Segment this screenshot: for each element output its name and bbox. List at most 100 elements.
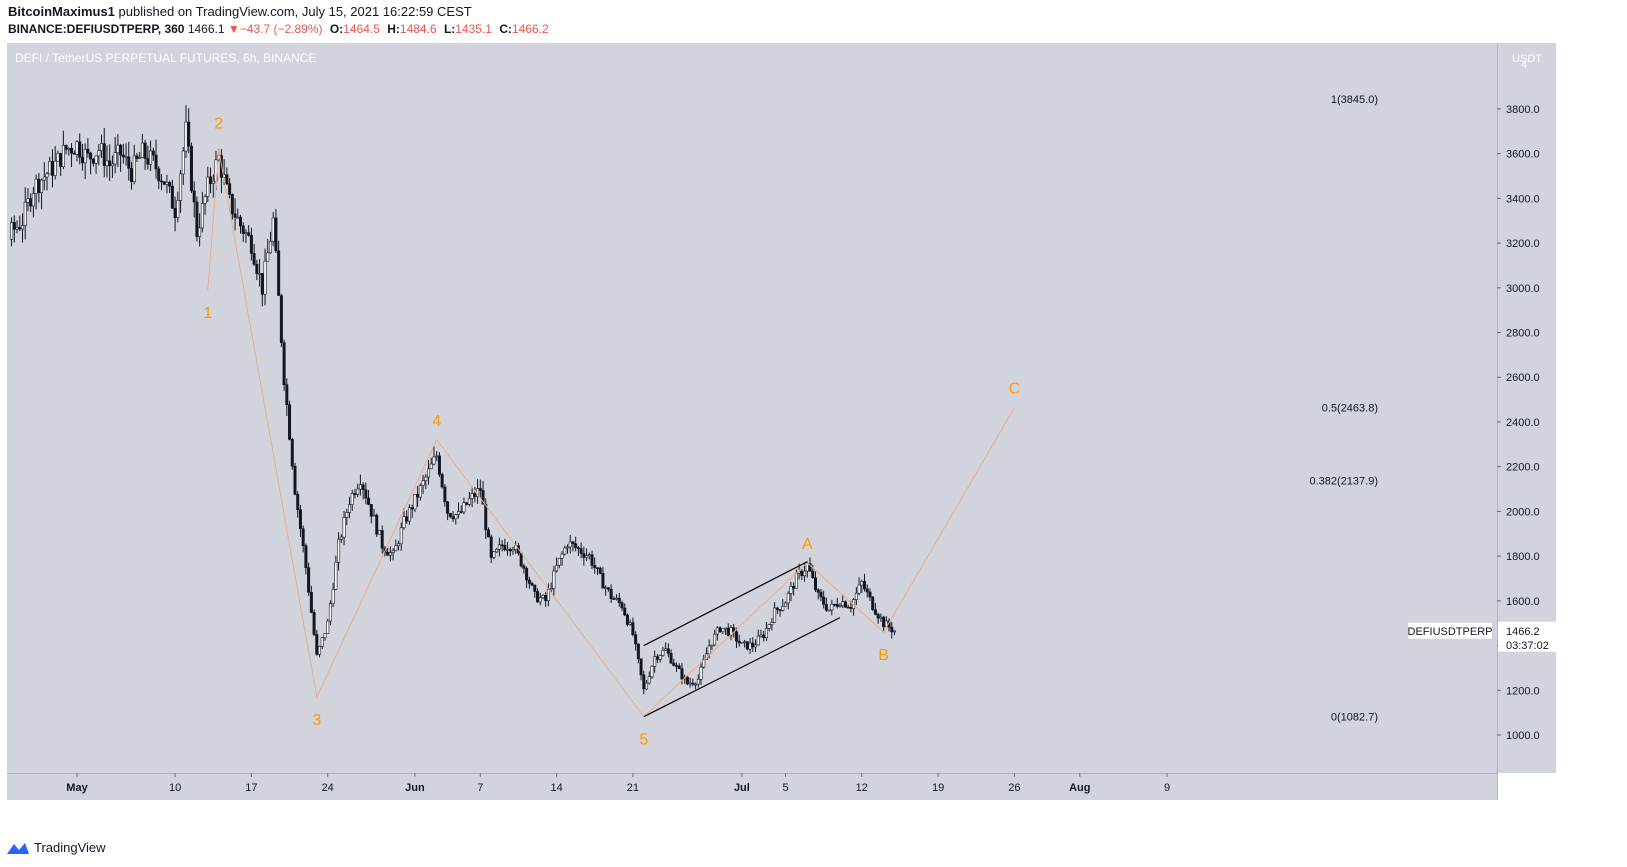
candle-body: [568, 541, 572, 548]
candle-body: [432, 456, 436, 465]
candle-body: [301, 528, 305, 546]
candle-body: [228, 183, 232, 195]
candle-body: [350, 493, 354, 505]
candle-body: [225, 174, 229, 184]
candle-body: [70, 148, 74, 154]
candle-body: [203, 196, 207, 204]
candle-body: [239, 216, 243, 227]
candle-body: [80, 156, 84, 164]
candle-body: [15, 227, 19, 230]
candle-body: [388, 552, 392, 556]
candle-body: [130, 168, 134, 182]
candle-body: [873, 609, 877, 615]
candle-body: [506, 549, 510, 551]
candle-body: [230, 194, 234, 215]
candle-body: [124, 156, 128, 159]
candle-body: [530, 583, 534, 586]
candle-body: [560, 553, 564, 559]
symbol-tag-bg: [1408, 622, 1492, 639]
candle-body: [407, 507, 411, 522]
candle-body: [713, 633, 717, 646]
candle-body: [696, 678, 700, 685]
candle-body: [647, 676, 651, 684]
candle-body: [536, 591, 540, 603]
candle-body: [715, 627, 719, 635]
candle-body: [143, 142, 147, 159]
candle-body: [361, 484, 365, 490]
candle-body: [195, 201, 199, 237]
candle-body: [860, 581, 864, 586]
y-tick-label: 2400.0: [1506, 417, 1540, 429]
candle-body: [849, 607, 853, 609]
candle-body: [241, 225, 245, 234]
candle-body: [454, 514, 458, 520]
candle-body: [552, 570, 556, 589]
candle-body: [743, 641, 747, 643]
candle-body: [233, 213, 237, 218]
candle-body: [595, 567, 599, 569]
candle-body: [37, 178, 41, 193]
candle-body: [282, 342, 286, 385]
candle-body: [865, 588, 869, 593]
candle-body: [470, 493, 474, 499]
wave-label-C: C: [1009, 381, 1021, 398]
candle-body: [367, 497, 371, 505]
elliott-wave-path: [207, 149, 1015, 718]
candle-body: [424, 476, 428, 481]
candle-body: [165, 182, 169, 185]
candle-body: [410, 507, 414, 510]
candle-body: [677, 665, 681, 670]
candle-body: [674, 665, 678, 667]
candle-body: [879, 616, 883, 619]
y-tick-label: 2000.0: [1506, 506, 1540, 518]
candle-body: [149, 150, 153, 165]
open-value: 1464.5: [343, 22, 380, 36]
candle-body: [377, 530, 381, 535]
candle-body: [309, 591, 313, 613]
candle-body: [623, 607, 627, 616]
tradingview-logo-icon: [7, 842, 29, 854]
candle-body: [759, 634, 763, 637]
candle-body: [489, 536, 493, 558]
candle-body: [443, 486, 447, 503]
candle-body: [64, 145, 68, 150]
price-tag-countdown: 03:37:02: [1506, 640, 1549, 652]
wave-label-5: 5: [639, 732, 648, 749]
candle-body: [590, 554, 594, 566]
candle-body: [582, 553, 586, 558]
candle-body: [86, 148, 90, 154]
x-tick-label: Jul: [734, 782, 750, 794]
candle-body: [127, 156, 131, 169]
candle-body: [53, 160, 57, 176]
candle-body: [323, 633, 327, 638]
x-tick-label: 12: [856, 782, 868, 794]
candle-body: [75, 141, 79, 155]
candle-body: [688, 682, 692, 685]
candle-body: [631, 622, 635, 635]
author-name[interactable]: BitcoinMaximus1: [8, 4, 115, 19]
candle-body: [745, 641, 749, 650]
candle-body: [279, 295, 283, 343]
footer-brand: TradingView: [6, 840, 106, 855]
candle-body: [892, 630, 896, 633]
candle-body: [266, 252, 270, 262]
candle-body: [176, 200, 180, 218]
candle-body: [478, 488, 482, 491]
candle-body: [184, 121, 188, 152]
candle-body: [846, 606, 850, 609]
candle-body: [102, 143, 106, 167]
candle-body: [808, 563, 812, 572]
candle-body: [288, 404, 292, 440]
time-axis[interactable]: [7, 774, 1497, 800]
candle-body: [356, 488, 360, 495]
candle-body: [168, 182, 172, 187]
candle-body: [882, 616, 886, 628]
y-tick-label: 3600.0: [1506, 149, 1540, 161]
candle-body: [786, 593, 790, 604]
candle-body: [669, 653, 673, 664]
candle-body: [48, 161, 52, 175]
candle-body: [685, 676, 689, 685]
candle-body: [726, 627, 730, 636]
candle-body: [119, 144, 123, 156]
